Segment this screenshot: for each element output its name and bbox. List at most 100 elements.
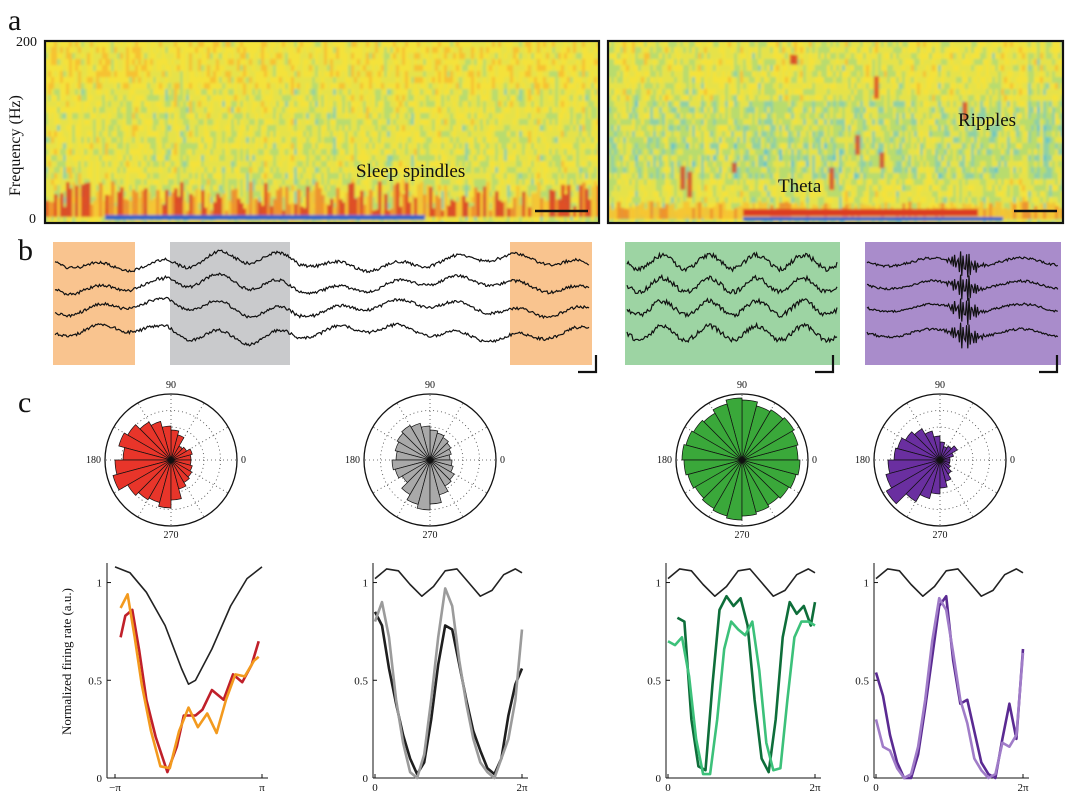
spectrogram-cell: [402, 131, 406, 138]
spectrogram-cell: [114, 179, 118, 186]
spectrogram-cell: [57, 119, 61, 126]
spectrogram-cell: [333, 197, 337, 204]
spectrogram-cell: [348, 65, 352, 72]
spectrogram-cell: [402, 89, 406, 96]
spectrogram-cell: [216, 143, 220, 150]
spectrogram-cell: [147, 119, 151, 126]
spectrogram-cell: [339, 71, 343, 78]
spectrogram-cell: [408, 53, 412, 60]
spectrogram-cell: [243, 101, 247, 108]
spectrogram-cell: [354, 47, 358, 54]
spectrogram-cell: [366, 89, 370, 96]
spectrogram-cell: [60, 179, 64, 186]
spectrogram-cell: [138, 143, 142, 150]
spectrogram-cell: [207, 173, 211, 180]
spectrogram-cell: [447, 59, 451, 66]
spectrogram-cell: [216, 95, 220, 102]
spectrogram-cell: [198, 83, 202, 90]
spectrogram-cell: [435, 167, 439, 174]
spectrogram-cell: [303, 113, 307, 120]
spectrogram-cell: [285, 137, 289, 144]
spectrogram-cell: [267, 179, 271, 186]
spectrogram-cell: [459, 47, 463, 54]
spectrogram-cell: [111, 137, 115, 144]
spectrogram-cell: [72, 125, 76, 132]
spectrogram-cell: [291, 47, 295, 54]
spectrogram-cell: [237, 101, 241, 108]
spectrogram-cell: [513, 83, 517, 90]
spectrogram-cell: [465, 137, 469, 144]
spectrogram-cell: [318, 65, 322, 72]
spectrogram-cell: [402, 95, 406, 102]
spectrogram-cell: [129, 137, 133, 144]
spectrogram-cell: [372, 71, 376, 78]
spectrogram-cell: [216, 71, 220, 78]
spectrogram-cell: [456, 125, 460, 132]
spectrogram-cell: [210, 113, 214, 120]
spectrogram-cell: [75, 125, 79, 132]
spectrogram-cell: [231, 89, 235, 96]
spectrogram-cell: [201, 47, 205, 54]
spectrogram-cell: [153, 83, 157, 90]
spectrogram-cell: [480, 161, 484, 168]
spectrogram-cell: [96, 95, 100, 102]
spectrogram-cell: [507, 161, 511, 168]
spectrogram-cell: [57, 77, 61, 84]
spectrogram-cell: [321, 77, 325, 84]
spectrogram-cell: [255, 143, 259, 150]
spectrogram-cell: [399, 149, 403, 156]
spectrogram-cell: [345, 155, 349, 162]
spectrogram-cell: [426, 125, 430, 132]
spectrogram-cell: [417, 149, 421, 156]
spectrogram-cell: [372, 131, 376, 138]
spectrogram-cell: [261, 167, 265, 174]
spectrogram-cell: [495, 143, 499, 150]
spectrogram-cell: [366, 119, 370, 126]
spectrogram-cell: [135, 41, 139, 48]
spectrogram-cell: [522, 47, 526, 54]
spectrogram-cell: [408, 185, 412, 192]
spectrogram-cell: [480, 53, 484, 60]
spectrogram-cell: [387, 59, 391, 66]
spectrogram-cell: [429, 173, 433, 180]
spectrogram-cell: [132, 179, 136, 186]
spectrogram-cell: [162, 41, 166, 48]
spectrogram-cell: [102, 89, 106, 96]
spectrogram-cell: [126, 89, 130, 96]
spectrogram-cell: [150, 161, 154, 168]
spectrogram-cell: [441, 125, 445, 132]
spectrogram-cell: [51, 155, 55, 162]
spectrogram-cell: [87, 215, 91, 222]
spectrogram-cell: [387, 155, 391, 162]
spectrogram-cell: [57, 83, 61, 90]
spectrogram-cell: [153, 71, 157, 78]
spectrogram-cell: [120, 125, 124, 132]
spectrogram-cell: [231, 149, 235, 156]
spectrogram-cell: [381, 191, 385, 198]
spectrogram-cell: [114, 101, 118, 108]
spectrogram-cell: [183, 131, 187, 138]
spectrogram-cell: [222, 65, 226, 72]
spectrogram-cell: [516, 215, 520, 222]
spectrogram-cell: [324, 95, 328, 102]
spectrogram-cell: [507, 77, 511, 84]
spectrogram-cell: [78, 119, 82, 126]
spectrogram-cell: [339, 191, 343, 198]
spectrogram-cell: [285, 149, 289, 156]
spectrogram-cell: [258, 131, 262, 138]
spectrogram-cell: [441, 77, 445, 84]
spectrogram-cell: [429, 77, 433, 84]
spectrogram-cell: [399, 113, 403, 120]
spectrogram-cell: [441, 101, 445, 108]
spectrogram-cell: [204, 77, 208, 84]
spectrogram-cell: [216, 113, 220, 120]
spectrogram-cell: [78, 173, 82, 180]
spectrogram-cell: [135, 95, 139, 102]
spectrogram-cell: [75, 167, 79, 174]
spectrogram-cell: [516, 161, 520, 168]
spectrogram-cell: [510, 215, 514, 222]
spectrogram-cell: [231, 131, 235, 138]
spectrogram-cell: [525, 41, 529, 48]
spectrogram-cell: [114, 83, 118, 90]
spectrogram-cell: [324, 53, 328, 60]
